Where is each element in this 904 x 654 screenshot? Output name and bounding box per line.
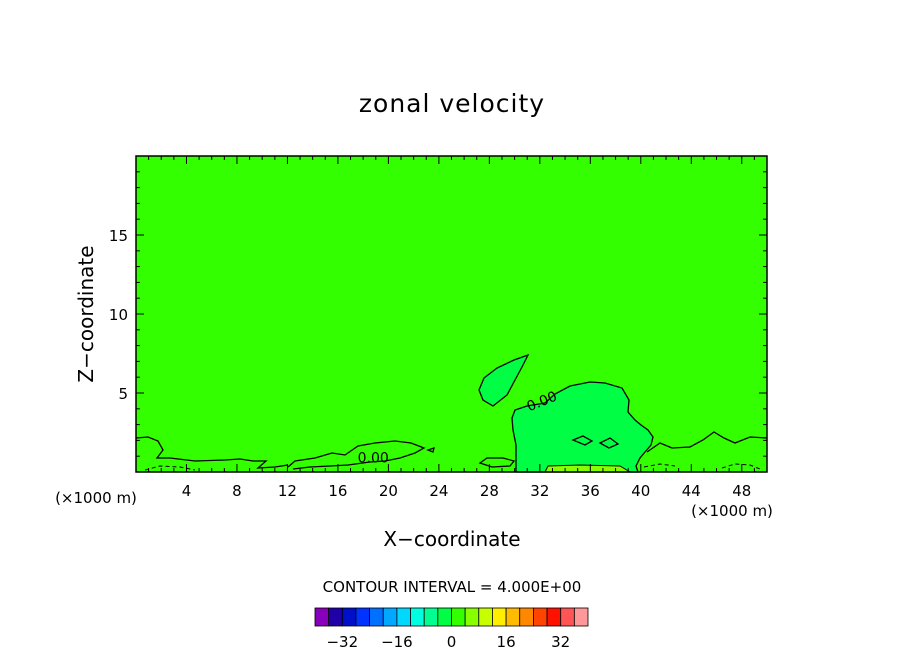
negative-contour-dashed-left [144, 465, 196, 471]
x-unit-right: (×1000 m) [691, 502, 773, 520]
colorbar-swatch [546, 607, 562, 627]
colorbar-swatch [396, 607, 411, 627]
colorbar-swatch [505, 607, 521, 627]
negative-contour-dashed-right [643, 463, 761, 470]
near-surface-contour-left [135, 436, 289, 469]
x-tick-label: 32 [530, 482, 549, 500]
x-axis-label: X−coordinate [383, 527, 520, 551]
colorbar-swatch [492, 607, 507, 627]
chart-title: zonal velocity [359, 89, 545, 118]
contour-interval-text: CONTOUR INTERVAL = 4.000E+00 [323, 578, 582, 596]
y-axis-label: Z−coordinate [74, 245, 98, 382]
colorbar-swatch [560, 607, 575, 627]
plot-area: 0.000.00 [135, 155, 768, 473]
colorbar-swatch [464, 607, 480, 627]
x-tick-label: 28 [480, 482, 499, 500]
positive-velocity-region [511, 381, 654, 473]
colorbar-swatch [314, 607, 330, 627]
colorbar-tick-label: 0 [447, 633, 457, 651]
x-tick-label: 20 [379, 482, 398, 500]
colorbar-swatch [478, 607, 493, 627]
y-tick-label: 10 [109, 306, 128, 324]
colorbar-swatch [382, 607, 398, 627]
x-tick-label: 4 [182, 482, 192, 500]
colorbar [314, 607, 589, 627]
x-tick-label: 12 [278, 482, 297, 500]
colorbar-swatch [341, 607, 357, 627]
colorbar-swatch [423, 607, 439, 627]
y-tick-label: 5 [118, 385, 128, 403]
x-tick-label: 24 [429, 482, 448, 500]
colorbar-swatch [451, 607, 466, 627]
colorbar-labels: −32 −16 0 16 32 [326, 633, 570, 651]
small-contour-2 [571, 435, 594, 446]
colorbar-tick-label: 16 [497, 633, 516, 651]
colorbar-swatch [573, 607, 589, 627]
contour-label: 0.00 [358, 451, 389, 467]
small-contour-4 [426, 447, 435, 453]
colorbar-swatch [328, 607, 343, 627]
colorbar-swatch [355, 607, 371, 627]
small-contour-3 [598, 437, 620, 449]
y-tick-label: 15 [109, 227, 128, 245]
colorbar-tick-label: −32 [326, 633, 358, 651]
x-tick-label: 36 [581, 482, 600, 500]
colorbar-swatch [410, 607, 425, 627]
x-tick-label: 40 [631, 482, 650, 500]
near-surface-contour-middle [287, 440, 426, 470]
positive-core-region [544, 464, 632, 473]
colorbar-swatch [437, 607, 452, 627]
colorbar-tick-label: 32 [551, 633, 570, 651]
colorbar-swatch [369, 607, 384, 627]
x-tick-label: 16 [328, 482, 347, 500]
x-tick-label: 8 [232, 482, 242, 500]
small-contour-1 [478, 457, 516, 468]
x-axis-ticks: 4 8 12 16 20 24 28 32 36 40 44 48 [135, 156, 768, 500]
colorbar-swatch [519, 607, 534, 627]
colorbar-swatch [533, 607, 548, 627]
colorbar-tick-label: −16 [381, 633, 413, 651]
plot-background [136, 156, 767, 472]
x-tick-label: 48 [732, 482, 751, 500]
x-unit-left: (×1000 m) [55, 489, 137, 507]
x-tick-label: 44 [682, 482, 701, 500]
y-axis-ticks: 5 10 15 [109, 155, 767, 473]
near-surface-contour-right [646, 431, 768, 453]
positive-velocity-cell [478, 353, 530, 407]
